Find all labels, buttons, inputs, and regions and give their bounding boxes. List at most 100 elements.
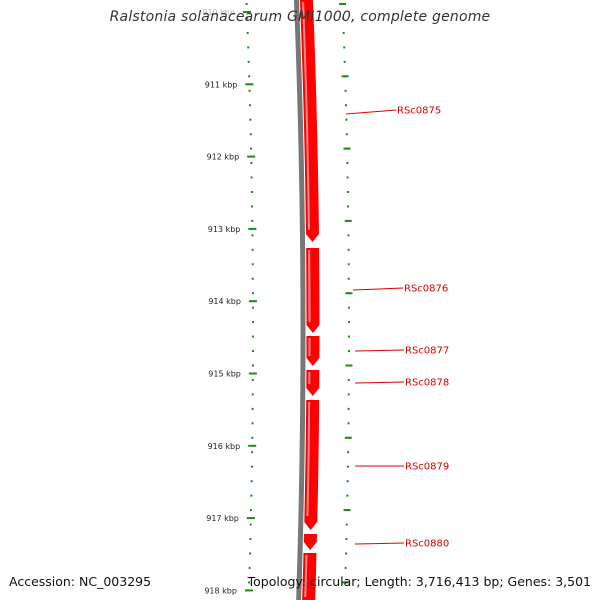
genome-summary-text: Topology: circular; Length: 3,716,413 bp… — [247, 574, 591, 589]
outer-minor-tick — [345, 118, 348, 121]
scale-tick-label: 910 kbp — [202, 8, 235, 17]
scale-major-tick — [244, 589, 253, 592]
outer-minor-tick — [345, 552, 347, 555]
outer-minor-tick — [347, 407, 350, 410]
gene-label: RSc0880 — [405, 539, 449, 550]
accession-text: Accession: NC_003295 — [9, 574, 152, 589]
scale-minor-tick — [248, 89, 251, 92]
outer-major-tick — [341, 581, 349, 584]
scale-minor-tick — [251, 407, 254, 410]
scale-minor-tick — [251, 234, 254, 237]
outer-minor-tick — [344, 89, 347, 92]
scale-tick-label: 917 kbp — [206, 514, 239, 523]
outer-minor-tick — [346, 190, 349, 193]
scale-minor-tick — [249, 523, 252, 526]
scale-minor-tick — [251, 263, 254, 266]
outer-minor-tick — [347, 451, 350, 454]
scale-minor-tick — [251, 378, 254, 381]
outer-minor-tick — [346, 162, 349, 165]
scale-minor-tick — [246, 31, 249, 34]
outer-minor-tick — [342, 31, 345, 34]
gene-label: RSc0878 — [405, 378, 449, 389]
outer-minor-tick — [348, 321, 350, 324]
scale-minor-tick — [251, 277, 254, 280]
scale-minor-tick — [250, 494, 253, 497]
genome-backbone — [293, 0, 306, 600]
scale-minor-tick — [245, 3, 248, 5]
scale-minor-tick — [251, 205, 254, 208]
outer-minor-tick — [346, 176, 349, 179]
outer-minor-tick — [346, 480, 349, 483]
outer-major-tick — [343, 147, 351, 150]
scale-minor-tick — [248, 581, 251, 584]
scale-minor-tick — [250, 162, 253, 165]
gene-feature-arrow — [306, 370, 320, 396]
outer-minor-tick — [342, 17, 345, 20]
gene-callout-line — [354, 381, 405, 384]
scale-tick-label: 914 kbp — [208, 297, 241, 306]
outer-minor-tick — [345, 523, 348, 526]
scale-minor-tick — [246, 17, 249, 20]
outer-major-tick — [343, 509, 351, 512]
gene-label: RSc0879 — [405, 462, 449, 473]
outer-minor-tick — [346, 494, 349, 497]
gene-feature-arrow — [303, 534, 317, 550]
scale-tick-label: 915 kbp — [208, 370, 241, 379]
outer-minor-tick — [344, 104, 347, 107]
scale-minor-tick — [251, 219, 254, 222]
scale-minor-tick — [251, 292, 254, 295]
scale-minor-tick — [251, 451, 254, 454]
gene-feature-highlight — [304, 554, 308, 598]
scale-minor-tick — [249, 133, 252, 136]
scale-minor-tick — [251, 422, 254, 425]
outer-minor-tick — [347, 350, 350, 353]
outer-major-tick — [345, 364, 353, 367]
scale-tick-label: 918 kbp — [204, 586, 237, 595]
scale-tick-label: 913 kbp — [208, 225, 241, 234]
gene-feature-highlight — [302, 1, 310, 231]
outer-minor-tick — [343, 60, 346, 63]
outer-minor-tick — [345, 133, 348, 136]
scale-minor-tick — [248, 566, 251, 569]
scale-minor-tick — [252, 321, 254, 324]
outer-minor-tick — [345, 538, 348, 541]
outer-minor-tick — [347, 378, 350, 381]
gene-callout-line — [352, 287, 404, 291]
scale-minor-tick — [251, 248, 254, 251]
scale-tick-label: 912 kbp — [207, 153, 240, 162]
outer-major-tick — [341, 75, 349, 78]
outer-major-tick — [344, 219, 352, 222]
gene-feature-arrow — [306, 336, 320, 366]
outer-minor-tick — [347, 422, 350, 425]
scale-minor-tick — [248, 104, 251, 107]
scale-major-tick — [248, 227, 257, 230]
outer-major-tick — [345, 292, 353, 295]
outer-minor-tick — [347, 205, 350, 208]
scale-minor-tick — [250, 176, 253, 179]
outer-minor-tick — [343, 46, 346, 49]
scale-major-tick — [246, 517, 255, 520]
scale-tick-label: 916 kbp — [208, 442, 241, 451]
scale-minor-tick — [249, 552, 251, 555]
gene-feature-arrow — [304, 400, 320, 530]
outer-major-tick — [339, 3, 347, 5]
map-title: Ralstonia solanacearum GMI1000, complete… — [109, 9, 491, 25]
scale-minor-tick — [247, 46, 250, 49]
outer-major-tick — [344, 436, 352, 439]
scale-minor-tick — [251, 393, 254, 396]
scale-major-tick — [248, 372, 257, 375]
scale-major-tick — [248, 444, 257, 447]
scale-minor-tick — [250, 509, 253, 512]
outer-minor-tick — [344, 566, 347, 569]
scale-minor-tick — [247, 60, 250, 63]
scale-tick-label: 911 kbp — [205, 80, 238, 89]
scale-minor-tick — [251, 350, 254, 353]
scale-major-tick — [242, 11, 251, 13]
outer-minor-tick — [347, 234, 350, 237]
scale-minor-tick — [251, 436, 254, 439]
outer-minor-tick — [347, 277, 350, 280]
gene-feature-arrow — [306, 248, 320, 333]
scale-major-tick — [245, 83, 254, 86]
